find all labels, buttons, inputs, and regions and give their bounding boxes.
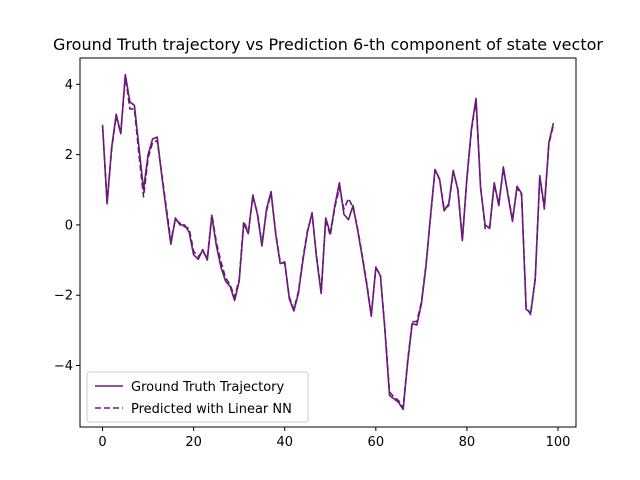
y-tick-label: −2 — [54, 289, 73, 304]
series-layer — [101, 73, 555, 411]
x-tick-label: 100 — [546, 435, 571, 450]
legend-box — [86, 371, 309, 423]
legend-label-ground-truth: Ground Truth Trajectory — [131, 380, 285, 395]
x-tick-label: 80 — [459, 435, 476, 450]
axes-frame — [79, 57, 577, 428]
legend-label-prediction: Predicted with Linear NN — [131, 402, 292, 417]
legend: Ground Truth Trajectory Predicted with L… — [86, 371, 309, 423]
series-line-prediction — [101, 74, 555, 409]
x-tick-label: 40 — [276, 435, 293, 450]
y-axis: −4 −2 0 2 4 — [54, 78, 80, 374]
x-tick-label: 0 — [98, 435, 106, 450]
y-tick-label: −4 — [54, 359, 73, 374]
x-tick-label: 60 — [368, 435, 385, 450]
x-axis: 0 20 40 60 80 100 — [98, 427, 570, 450]
y-tick-label: 4 — [65, 78, 73, 93]
chart-title: Ground Truth trajectory vs Prediction 6-… — [53, 35, 603, 54]
y-tick-label: 0 — [65, 218, 73, 233]
y-tick-label: 2 — [65, 148, 73, 163]
plot-area — [79, 57, 577, 428]
x-tick-label: 20 — [185, 435, 202, 450]
